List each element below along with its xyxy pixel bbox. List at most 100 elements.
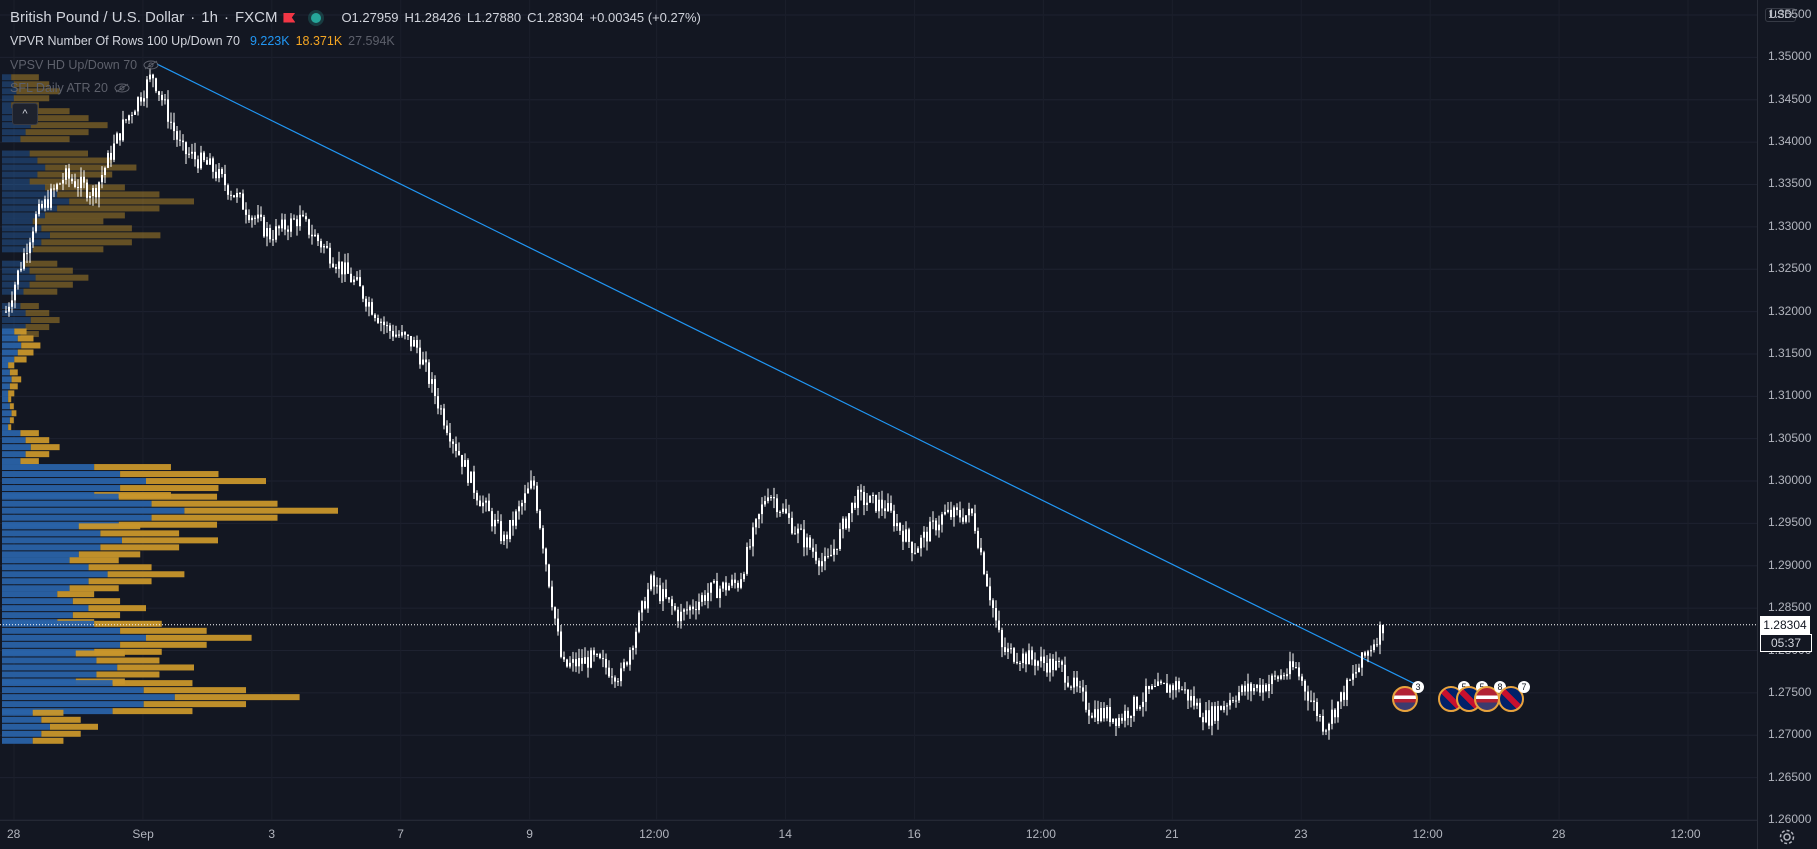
candle	[107, 150, 109, 169]
candle	[449, 422, 451, 448]
symbol-interval[interactable]: 1h	[201, 9, 218, 26]
indicator-label[interactable]: VPVR Number Of Rows 100 Up/Down 70	[10, 34, 240, 48]
time-axis-label: 28	[1552, 827, 1566, 841]
event-count-badge: 3	[1412, 681, 1424, 693]
indicator-legend-atr[interactable]: SFL Daily ATR 20	[10, 81, 130, 95]
volume-bar-up	[2, 369, 10, 376]
candle	[110, 145, 112, 167]
symbol-name[interactable]: British Pound / U.S. Dollar	[10, 9, 185, 26]
us-flag-icon[interactable]: 8	[1474, 681, 1506, 712]
volume-bar-down	[45, 184, 125, 191]
indicator-legend-vpvr[interactable]: VPVR Number Of Rows 100 Up/Down 70 9.223…	[10, 34, 395, 48]
candle	[620, 662, 622, 687]
collapse-legend-button[interactable]: ^	[12, 103, 38, 125]
candle	[143, 90, 145, 107]
symbol-legend[interactable]: British Pound / U.S. Dollar · 1h · FXCM …	[10, 9, 701, 26]
volume-bar-down	[20, 108, 70, 115]
candle	[638, 610, 640, 634]
candle	[500, 514, 502, 545]
candle	[671, 595, 673, 615]
candle	[194, 142, 196, 167]
indicator-legend-vpsv[interactable]: VPSV HD Up/Down 70	[10, 58, 159, 72]
candle	[1022, 648, 1024, 669]
candle	[1337, 701, 1339, 723]
candle	[1361, 652, 1363, 676]
candle	[80, 167, 82, 197]
candle	[569, 656, 571, 669]
volume-bar-down	[13, 81, 50, 88]
candle	[1205, 702, 1207, 724]
grid-lines	[0, 14, 1757, 821]
candle	[509, 519, 511, 543]
candle	[776, 494, 778, 518]
candle	[380, 318, 382, 332]
volume-bar-down	[117, 664, 194, 671]
us-flag-icon[interactable]: 3	[1392, 681, 1424, 712]
candle	[866, 492, 868, 511]
uk-flag-icon[interactable]: 7	[1498, 681, 1530, 712]
volume-bar-up	[2, 288, 24, 295]
candle	[1340, 691, 1342, 709]
candle	[53, 184, 55, 198]
candle	[260, 206, 262, 222]
volume-bar-up	[2, 310, 26, 317]
candle	[917, 546, 919, 553]
volume-bar-down	[45, 212, 125, 219]
candle	[884, 500, 886, 519]
volume-bar-up	[2, 537, 122, 544]
volume-bar-up	[2, 444, 31, 451]
time-axis-label: 12:00	[1412, 827, 1443, 841]
candle	[65, 165, 67, 185]
volume-bar-down	[94, 648, 162, 655]
hidden-eye-icon[interactable]	[114, 83, 130, 93]
volume-bar-down	[30, 444, 60, 451]
candle	[344, 253, 346, 282]
candle	[308, 218, 310, 239]
price-axis-label: 1.27500	[1768, 684, 1812, 699]
candle	[881, 490, 883, 517]
volume-bar-down	[88, 564, 152, 571]
candle	[1091, 712, 1093, 719]
candle	[1007, 642, 1009, 660]
candle	[1010, 643, 1012, 654]
flag-icon[interactable]	[283, 12, 296, 23]
indicator-label[interactable]: VPSV HD Up/Down 70	[10, 58, 138, 72]
volume-bar-down	[17, 335, 34, 342]
candle	[1070, 685, 1072, 691]
candle	[119, 133, 121, 146]
candle	[1031, 646, 1033, 666]
candle	[632, 645, 634, 660]
candle	[1100, 701, 1102, 723]
hidden-eye-icon[interactable]	[143, 60, 159, 70]
volume-bar-up	[2, 657, 97, 664]
candle	[176, 126, 178, 147]
candle	[1346, 677, 1348, 707]
candle	[1175, 676, 1177, 698]
candle	[11, 291, 13, 313]
settings-gear-icon[interactable]	[1778, 828, 1796, 846]
currency-label[interactable]: USD	[1765, 8, 1797, 22]
price-axis-label: 1.30500	[1768, 430, 1812, 445]
candle	[758, 513, 760, 529]
time-axis-label: 14	[778, 827, 792, 841]
volume-bar-up	[2, 324, 26, 331]
candle	[1133, 695, 1135, 722]
volume-bar-down	[143, 701, 247, 708]
volume-bar-down	[112, 708, 193, 715]
candle	[1373, 639, 1375, 653]
volume-bar-up	[2, 471, 121, 478]
candle	[1040, 646, 1042, 668]
candle	[1184, 682, 1186, 694]
candle	[953, 505, 955, 527]
volume-bar-down	[118, 493, 218, 500]
volume-bar-up	[2, 578, 89, 585]
indicator-label[interactable]: SFL Daily ATR 20	[10, 81, 108, 95]
candle	[374, 313, 376, 322]
volume-bar-down	[112, 680, 193, 687]
candle	[461, 454, 463, 475]
candle	[1379, 621, 1381, 655]
candle	[1043, 649, 1045, 672]
volume-bar-down	[35, 274, 89, 281]
